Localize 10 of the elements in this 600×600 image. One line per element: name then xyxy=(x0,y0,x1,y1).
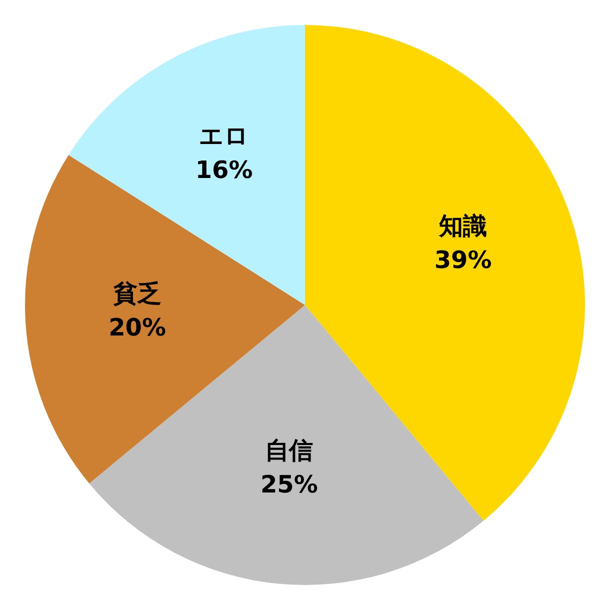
data-label: 20% xyxy=(108,314,166,342)
slice-label: 自信 xyxy=(265,436,314,464)
pie-slice xyxy=(68,25,305,305)
slice-label: エロ xyxy=(199,122,250,150)
data-label: 16% xyxy=(195,156,253,184)
data-label: 39% xyxy=(434,246,492,274)
slice-label: 貧乏 xyxy=(112,280,162,308)
slice-label: 知識 xyxy=(438,212,488,240)
data-label: 25% xyxy=(260,470,318,498)
pie-slice xyxy=(89,305,484,585)
